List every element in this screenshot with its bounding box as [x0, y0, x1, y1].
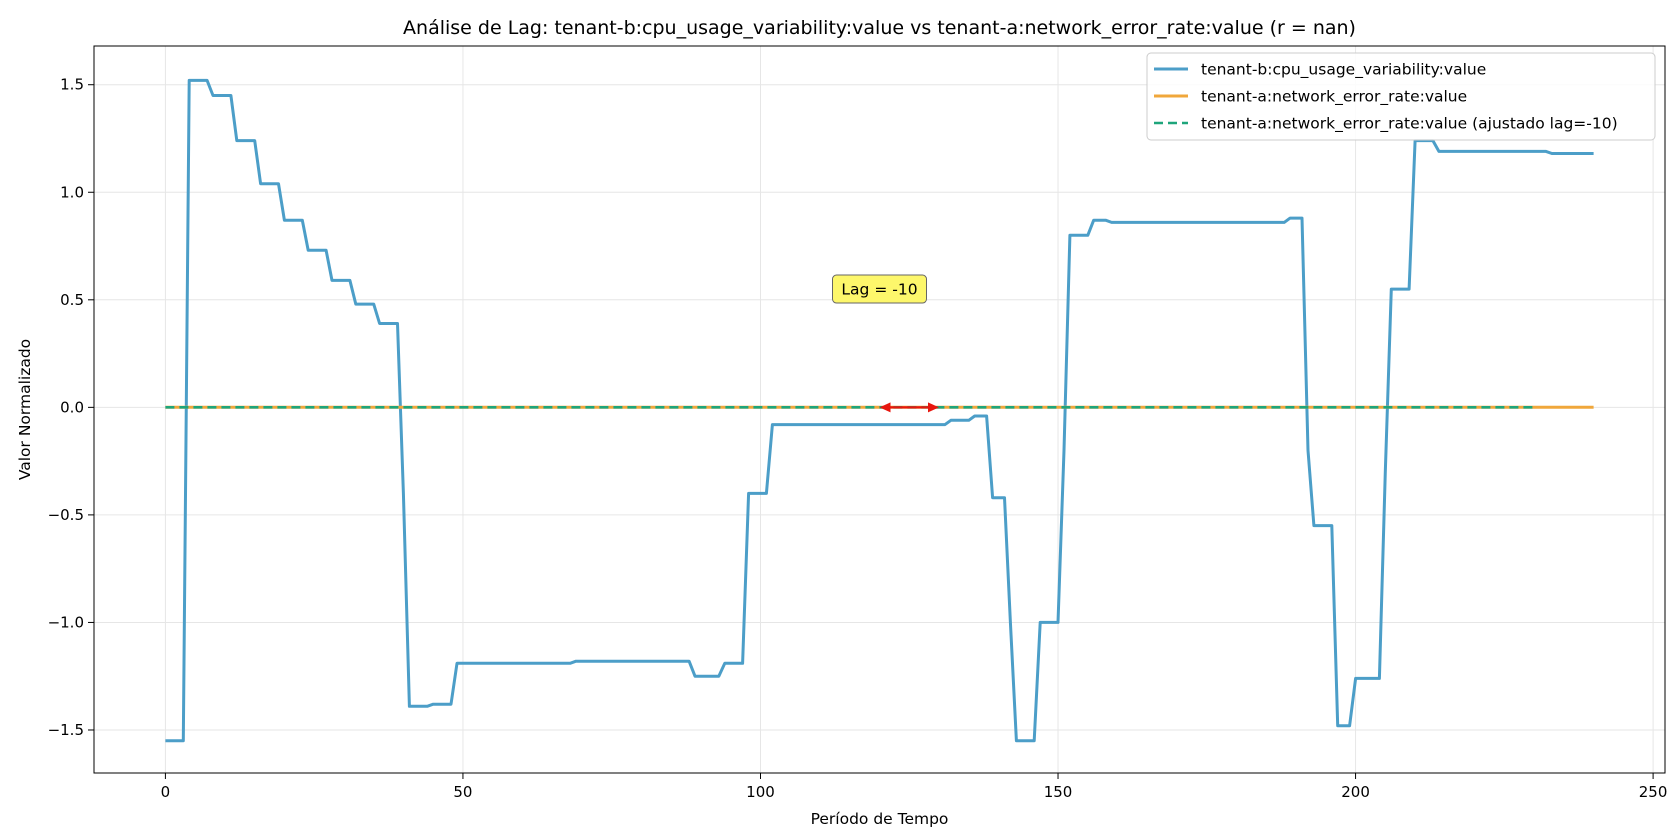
y-tick-label: −0.5	[48, 506, 84, 524]
x-axis-label: Período de Tempo	[811, 810, 949, 828]
x-tick-label: 100	[746, 783, 775, 801]
y-tick-label: 1.5	[60, 76, 84, 94]
series-line-0	[165, 78, 1594, 743]
grid	[94, 46, 1665, 773]
legend-label-2: tenant-a:network_error_rate:value (ajust…	[1201, 115, 1618, 134]
legend-label-1: tenant-a:network_error_rate:value	[1201, 88, 1467, 107]
y-tick-label: 1.0	[60, 183, 84, 201]
lag-annotation-text: Lag = -10	[841, 281, 917, 299]
ticks: 0 50 100 150 200 250 −1.5 −1.0 −0.5 0.0 0.5 1.0 1.5	[48, 76, 1668, 801]
x-tick-label: 200	[1341, 783, 1370, 801]
y-tick-label: 0.5	[60, 291, 84, 309]
legend: tenant-b:cpu_usage_variability:valuetena…	[1146, 52, 1656, 141]
x-tick-label: 50	[453, 783, 472, 801]
plot-frame	[93, 45, 1666, 774]
legend-label-0: tenant-b:cpu_usage_variability:value	[1201, 61, 1486, 80]
lag-arrow-head-left	[879, 402, 891, 413]
y-tick-label: 0.0	[60, 398, 84, 416]
y-tick-label: −1.5	[48, 721, 84, 739]
lag-arrow-head-right	[928, 402, 940, 413]
chart-title: Análise de Lag: tenant-b:cpu_usage_varia…	[403, 17, 1356, 39]
y-tick-label: −1.0	[48, 613, 84, 631]
series-layer	[165, 78, 1594, 743]
lag-annotation-box	[832, 274, 927, 304]
y-axis-label: Valor Normalizado	[16, 339, 34, 480]
legend-box	[1146, 52, 1656, 141]
x-tick-label: 250	[1639, 783, 1668, 801]
annotations: Lag = -10	[832, 274, 940, 413]
x-tick-label: 0	[161, 783, 171, 801]
x-tick-label: 150	[1044, 783, 1073, 801]
